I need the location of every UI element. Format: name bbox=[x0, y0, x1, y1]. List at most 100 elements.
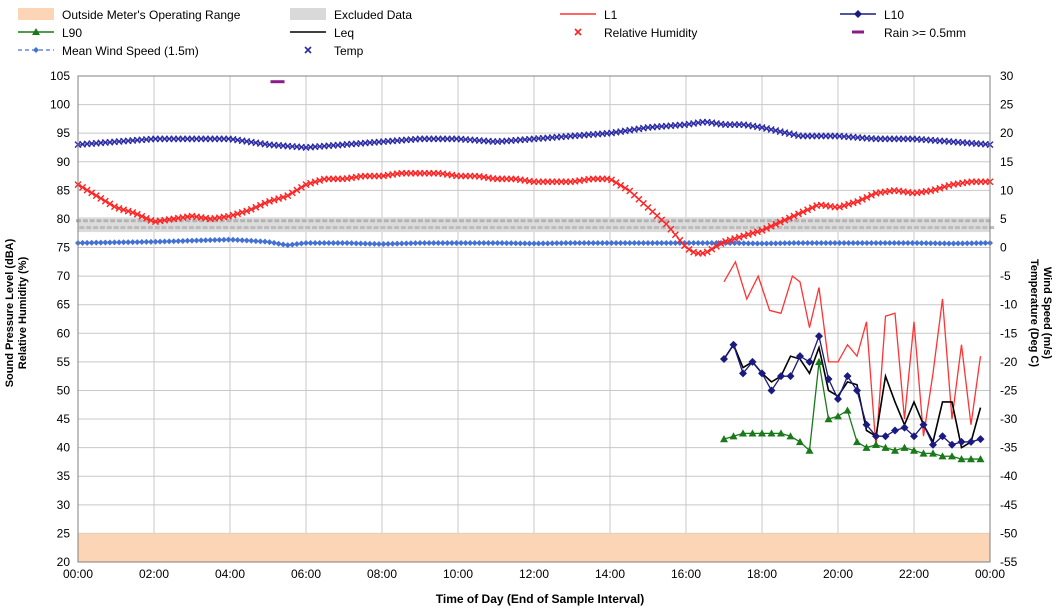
wind-speed-point bbox=[768, 240, 775, 247]
l90-point bbox=[976, 455, 985, 463]
wind-speed-point bbox=[147, 238, 154, 245]
excluded-data-mark bbox=[359, 226, 365, 230]
excluded-data-mark bbox=[493, 219, 499, 223]
excluded-data-mark bbox=[253, 219, 259, 223]
excluded-data-mark bbox=[879, 226, 885, 230]
l10-point bbox=[891, 426, 899, 435]
wind-speed-point bbox=[485, 239, 492, 246]
excluded-data-mark bbox=[123, 219, 129, 223]
wind-speed-point bbox=[307, 239, 314, 246]
excluded-data-mark bbox=[982, 226, 988, 230]
excluded-data-mark bbox=[387, 226, 393, 230]
relative-humidity-point bbox=[804, 206, 812, 214]
excluded-data-mark bbox=[89, 219, 95, 223]
excluded-data-mark bbox=[404, 219, 410, 223]
excluded-data-mark bbox=[838, 226, 844, 230]
y-tick-label-right: -40 bbox=[1000, 469, 1018, 483]
excluded-data-mark bbox=[869, 219, 875, 223]
wind-speed-point bbox=[476, 239, 483, 246]
wind-speed-point bbox=[640, 239, 647, 246]
relative-humidity-point bbox=[708, 245, 716, 253]
relative-humidity-point bbox=[270, 196, 278, 204]
wind-speed-point bbox=[736, 240, 743, 247]
excluded-data-mark bbox=[547, 219, 553, 223]
excluded-data-mark bbox=[931, 219, 936, 223]
excluded-data-mark bbox=[602, 219, 608, 223]
l90-point bbox=[891, 446, 899, 454]
wind-speed-point bbox=[366, 240, 373, 247]
wind-speed-point bbox=[603, 239, 610, 246]
relative-humidity-point bbox=[261, 199, 269, 207]
wind-speed-point bbox=[854, 239, 861, 246]
l90-point bbox=[948, 452, 956, 460]
excluded-data-mark bbox=[311, 226, 317, 230]
relative-humidity-point bbox=[79, 183, 87, 191]
excluded-data-mark bbox=[831, 226, 837, 230]
excluded-data-mark bbox=[739, 219, 745, 223]
excluded-data-mark bbox=[390, 219, 396, 223]
l10-point bbox=[910, 432, 918, 441]
wind-speed-point bbox=[800, 239, 807, 246]
wind-speed-point bbox=[873, 239, 879, 246]
wind-speed-point bbox=[499, 240, 506, 247]
tick-labels: 20253035404550556065707580859095100105-5… bbox=[50, 69, 1018, 581]
excluded-data-mark bbox=[394, 226, 400, 230]
wind-speed-point bbox=[453, 239, 460, 246]
wind-speed-point bbox=[863, 239, 870, 246]
x-tick-label: 06:00 bbox=[291, 567, 321, 581]
excluded-data-mark bbox=[199, 219, 205, 223]
excluded-data-mark bbox=[462, 226, 468, 230]
wind-speed-point bbox=[362, 240, 369, 247]
excluded-data-mark bbox=[500, 219, 506, 223]
excluded-data-mark bbox=[325, 226, 331, 230]
excluded-data-mark bbox=[424, 219, 430, 223]
excluded-data-mark bbox=[503, 226, 509, 230]
excluded-data-mark bbox=[718, 219, 724, 223]
wind-speed-point bbox=[594, 239, 601, 246]
l90-point bbox=[929, 449, 937, 457]
excluded-data-mark bbox=[223, 226, 229, 230]
excluded-data-mark bbox=[216, 226, 222, 230]
y-tick-label-right: -50 bbox=[1000, 526, 1018, 540]
x-tick-label: 18:00 bbox=[747, 567, 777, 581]
excluded-data-mark bbox=[650, 219, 656, 223]
excluded-data-mark bbox=[86, 226, 92, 230]
legend-label: Outside Meter's Operating Range bbox=[62, 8, 241, 22]
relative-humidity-point bbox=[735, 233, 743, 241]
wind-speed-point bbox=[704, 239, 711, 246]
excluded-data-mark bbox=[106, 226, 112, 230]
excluded-data-mark bbox=[612, 226, 618, 230]
wind-speed-point bbox=[353, 240, 360, 247]
excluded-data-mark bbox=[130, 219, 136, 223]
wind-speed-point bbox=[271, 239, 278, 246]
excluded-data-mark bbox=[712, 219, 718, 223]
l90-line bbox=[723, 361, 981, 460]
excluded-data-mark bbox=[866, 226, 872, 230]
excluded-data-mark bbox=[968, 226, 974, 230]
excluded-data-mark bbox=[479, 219, 485, 223]
relative-humidity-point bbox=[124, 207, 132, 215]
excluded-data-mark bbox=[452, 219, 458, 223]
excluded-data-mark bbox=[701, 226, 707, 230]
excluded-data-mark bbox=[288, 219, 294, 223]
excluded-data-mark bbox=[489, 226, 495, 230]
wind-speed-point bbox=[891, 239, 898, 246]
excluded-data-mark bbox=[698, 219, 704, 223]
wind-speed-point bbox=[567, 239, 574, 246]
legend-marker bbox=[304, 46, 312, 54]
l10-point bbox=[805, 357, 814, 366]
relative-humidity-point bbox=[781, 216, 789, 224]
excluded-data-mark bbox=[674, 226, 680, 230]
excluded-data-mark bbox=[188, 226, 194, 230]
relative-humidity-point bbox=[247, 205, 255, 213]
excluded-data-mark bbox=[209, 226, 215, 230]
excluded-data-mark bbox=[883, 219, 889, 223]
excluded-data-mark bbox=[113, 226, 119, 230]
relative-humidity-point bbox=[97, 194, 105, 202]
wind-speed-point bbox=[375, 241, 382, 248]
l10-point bbox=[767, 386, 776, 395]
l10-point bbox=[900, 423, 909, 432]
excluded-data-mark bbox=[411, 219, 417, 223]
relative-humidity-point bbox=[758, 226, 766, 234]
